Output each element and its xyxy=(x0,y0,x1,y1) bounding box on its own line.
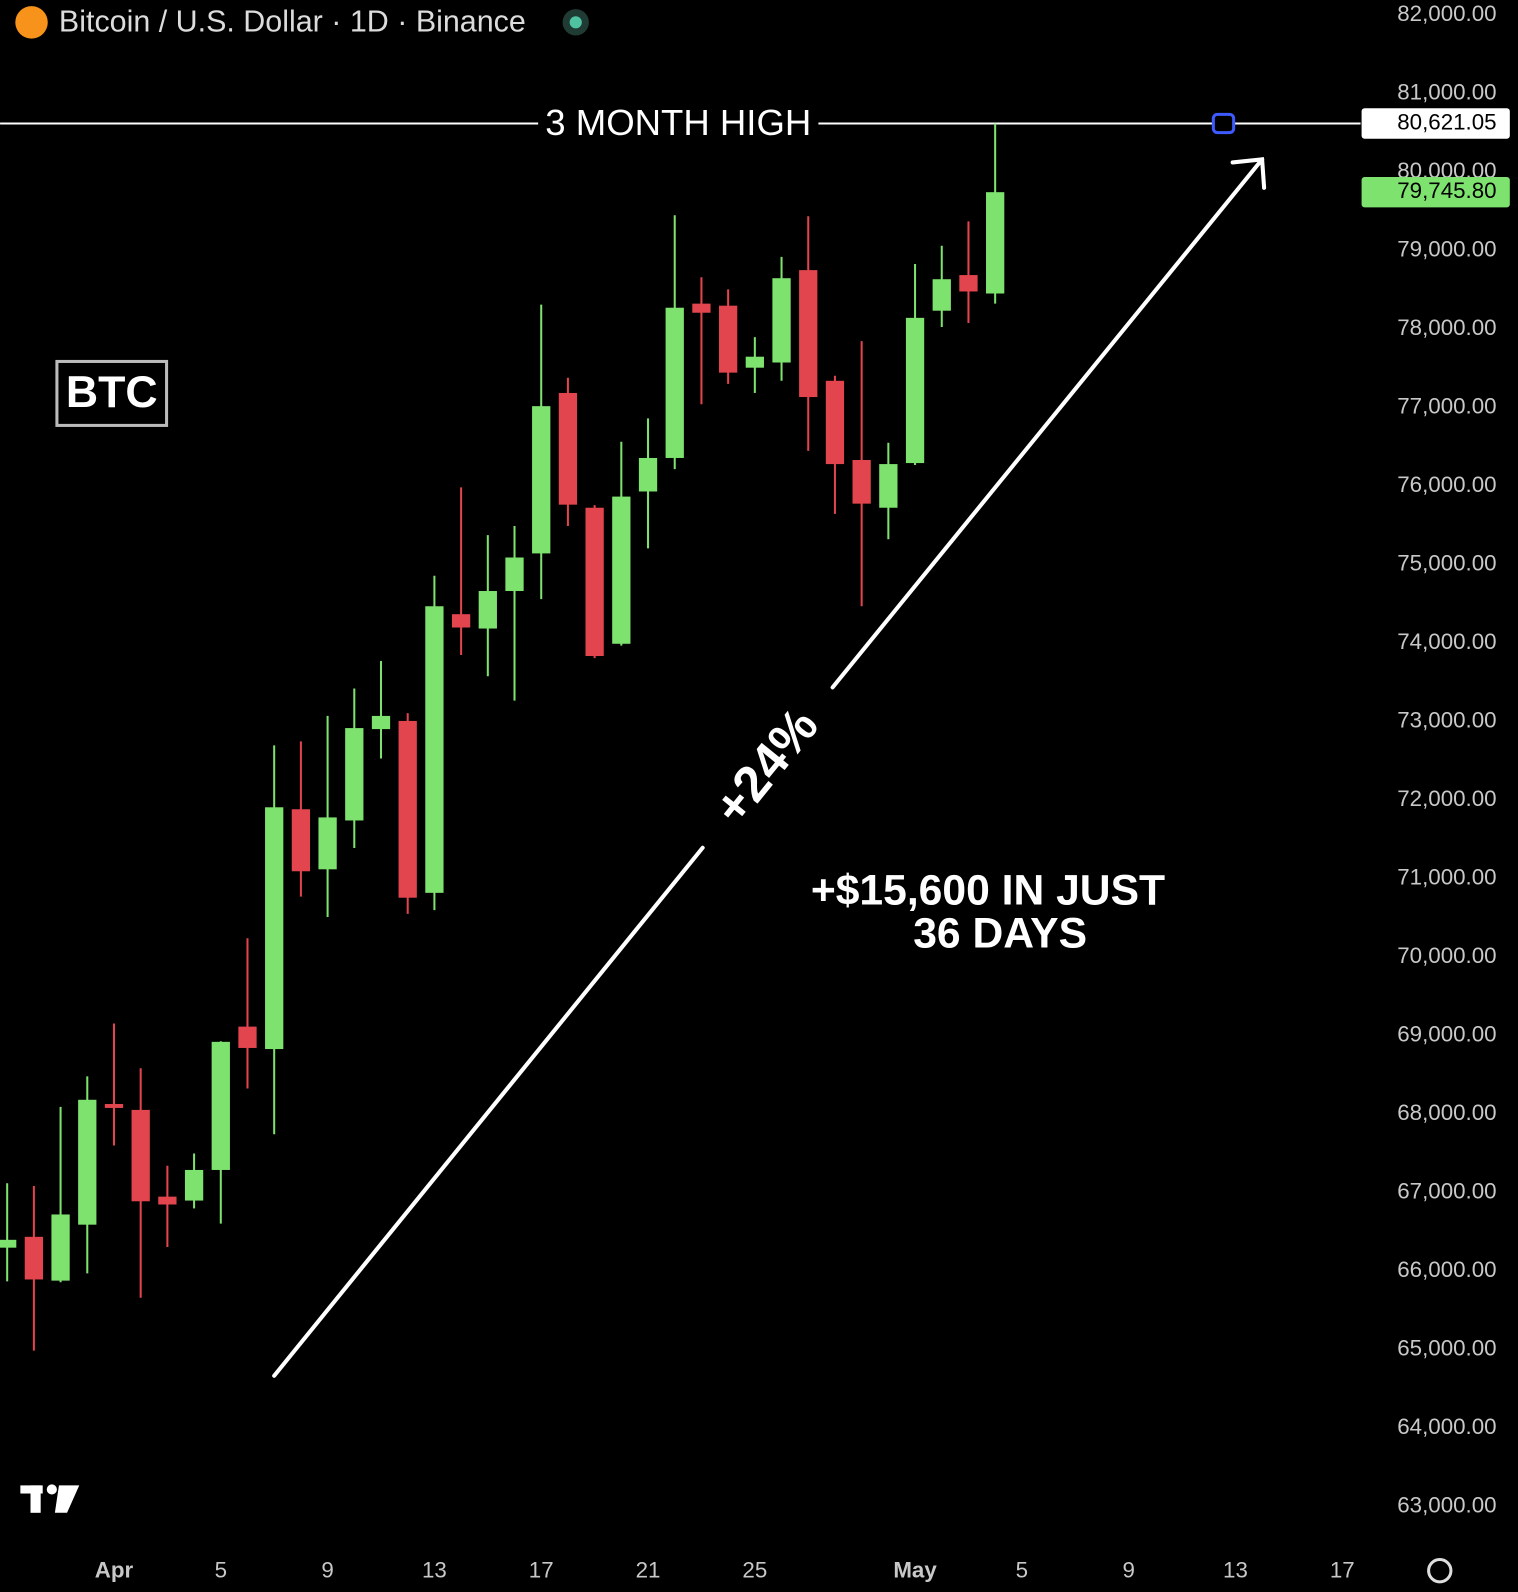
candle-body xyxy=(959,275,978,292)
chart-title: Bitcoin / U.S. Dollar · 1D · Binance xyxy=(59,4,526,38)
candle-body xyxy=(505,557,524,592)
x-tick-label: 5 xyxy=(215,1558,227,1583)
candle-body xyxy=(478,591,497,629)
y-tick-label: 76,000.00 xyxy=(1397,472,1496,497)
y-tick-label: 64,000.00 xyxy=(1397,1414,1496,1439)
y-tick-label: 79,000.00 xyxy=(1397,237,1496,262)
gain-text: 36 DAYS xyxy=(913,909,1087,957)
candle-body xyxy=(799,270,818,398)
candle-body xyxy=(371,715,391,730)
candle-body xyxy=(265,807,284,1050)
y-tick-label: 77,000.00 xyxy=(1397,394,1496,419)
y-tick-label: 67,000.00 xyxy=(1397,1179,1496,1204)
candle-body xyxy=(825,380,845,465)
y-tick-label: 68,000.00 xyxy=(1397,1100,1496,1125)
high-price-label: 80,621.05 xyxy=(1397,109,1496,134)
y-tick-label: 75,000.00 xyxy=(1397,551,1496,576)
candle-body xyxy=(398,720,417,898)
candle-body xyxy=(532,406,551,554)
x-tick-label: 17 xyxy=(1330,1558,1355,1583)
y-tick-label: 71,000.00 xyxy=(1397,865,1496,890)
y-tick-label: 82,000.00 xyxy=(1397,1,1496,26)
y-tick-label: 69,000.00 xyxy=(1397,1022,1496,1047)
candle-body xyxy=(772,278,791,363)
x-tick-label: May xyxy=(893,1558,937,1583)
candle-body xyxy=(745,356,764,368)
candle-body xyxy=(131,1109,150,1202)
logo-part xyxy=(54,1485,80,1513)
candle-body xyxy=(78,1099,97,1225)
high-line-text: 3 MONTH HIGH xyxy=(545,102,811,143)
y-tick-label: 72,000.00 xyxy=(1397,786,1496,811)
status-dot xyxy=(569,16,582,29)
high-marker xyxy=(1211,112,1236,135)
coin-icon xyxy=(15,6,48,39)
candle-body xyxy=(692,303,711,313)
candle-body xyxy=(879,464,898,508)
gain-text: +$15,600 IN JUST xyxy=(811,867,1165,915)
arrow-segment xyxy=(272,845,705,1378)
y-tick-label: 73,000.00 xyxy=(1397,708,1496,733)
arrow-segment xyxy=(830,157,1265,690)
y-tick-label: 70,000.00 xyxy=(1397,943,1496,968)
x-tick-label: 13 xyxy=(422,1558,447,1583)
ticker-box xyxy=(55,359,169,427)
candle-body xyxy=(665,307,684,458)
candle-body xyxy=(0,1239,17,1248)
candle-body xyxy=(558,392,578,505)
candle-body xyxy=(852,460,871,504)
settings-icon[interactable] xyxy=(1427,1557,1453,1584)
candle-body xyxy=(718,305,738,373)
trend-arrow xyxy=(272,157,1267,1378)
x-tick-label: Apr xyxy=(95,1558,134,1583)
y-tick-label: 78,000.00 xyxy=(1397,315,1496,340)
y-tick-label: 63,000.00 xyxy=(1397,1493,1496,1518)
candle-body xyxy=(986,192,1005,294)
x-tick-label: 9 xyxy=(321,1558,333,1583)
arrow-head xyxy=(1230,157,1267,190)
candle-body xyxy=(585,507,604,657)
x-tick-label: 5 xyxy=(1016,1558,1028,1583)
candle-body xyxy=(24,1236,44,1280)
high-line-label-bg xyxy=(538,99,819,148)
x-tick-label: 17 xyxy=(529,1558,554,1583)
candle-body xyxy=(345,728,364,821)
candle-body xyxy=(104,1104,124,1108)
candle-body xyxy=(211,1041,230,1170)
candle-body xyxy=(905,317,925,464)
logo-part xyxy=(30,1485,41,1513)
candle-body xyxy=(425,606,444,893)
y-tick-label: 81,000.00 xyxy=(1397,80,1496,105)
last-price-box xyxy=(1361,176,1510,208)
logo-part xyxy=(46,1484,57,1495)
high-price-box xyxy=(1361,108,1510,139)
x-tick-label: 9 xyxy=(1122,1558,1134,1583)
candle-body xyxy=(238,1026,257,1048)
candle-body xyxy=(51,1214,70,1281)
candle-body xyxy=(158,1196,177,1205)
last-price-label: 79,745.80 xyxy=(1397,178,1496,203)
candle-body xyxy=(932,279,951,311)
x-tick-label: 13 xyxy=(1223,1558,1248,1583)
x-tick-label: 25 xyxy=(742,1558,767,1583)
y-tick-label: 74,000.00 xyxy=(1397,629,1496,654)
candle-body xyxy=(184,1169,204,1201)
candle-body xyxy=(612,496,631,644)
candle-body xyxy=(318,817,337,870)
tradingview-logo xyxy=(20,1484,80,1513)
x-tick-label: 21 xyxy=(636,1558,661,1583)
y-tick-label: 66,000.00 xyxy=(1397,1257,1496,1282)
candle-body xyxy=(638,457,658,492)
candle-body xyxy=(451,614,471,628)
ticker-label: BTC xyxy=(66,368,158,417)
y-tick-label: 65,000.00 xyxy=(1397,1336,1496,1361)
candle-body xyxy=(291,809,311,872)
